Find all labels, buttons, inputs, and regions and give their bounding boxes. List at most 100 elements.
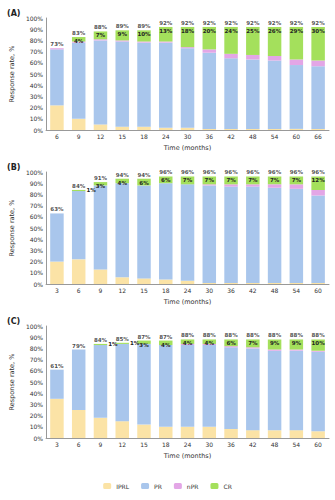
svg-text:94%: 94% [116, 172, 130, 178]
svg-text:70%: 70% [30, 48, 44, 55]
svg-text:7%: 7% [226, 177, 236, 183]
svg-text:70%: 70% [30, 202, 44, 209]
svg-text:9: 9 [99, 287, 103, 294]
svg-text:87%: 87% [159, 334, 173, 340]
svg-text:36: 36 [205, 133, 213, 140]
svg-text:60: 60 [314, 287, 322, 294]
svg-text:18: 18 [140, 133, 148, 140]
svg-text:10%: 10% [30, 269, 44, 276]
svg-text:3: 3 [55, 441, 59, 448]
svg-text:10%: 10% [30, 115, 44, 122]
svg-text:30%: 30% [30, 401, 44, 408]
svg-text:70%: 70% [30, 356, 44, 363]
svg-text:15: 15 [140, 287, 148, 294]
svg-text:92%: 92% [290, 20, 304, 26]
svg-text:90%: 90% [30, 334, 44, 341]
svg-text:12: 12 [118, 441, 126, 448]
svg-text:9: 9 [77, 133, 81, 140]
svg-text:9%: 9% [270, 340, 280, 346]
svg-text:100%: 100% [26, 323, 43, 330]
svg-text:36: 36 [227, 441, 235, 448]
svg-text:63%: 63% [50, 206, 64, 212]
svg-text:36: 36 [227, 287, 235, 294]
svg-text:1%: 1% [86, 187, 96, 193]
svg-text:26%: 26% [268, 28, 282, 34]
svg-text:7%: 7% [248, 177, 258, 183]
svg-text:48: 48 [249, 133, 257, 140]
svg-text:92%: 92% [312, 20, 326, 26]
svg-text:Time (months): Time (months) [163, 144, 212, 152]
svg-text:60%: 60% [30, 213, 44, 220]
svg-text:42: 42 [249, 441, 257, 448]
svg-text:54: 54 [293, 441, 301, 448]
svg-text:100%: 100% [26, 15, 43, 22]
svg-text:88%: 88% [312, 332, 326, 338]
svg-text:10%: 10% [312, 340, 326, 346]
svg-text:1%: 1% [108, 341, 118, 347]
svg-text:4%: 4% [183, 340, 193, 346]
svg-text:87%: 87% [137, 334, 151, 340]
svg-text:7%: 7% [205, 177, 215, 183]
svg-text:60: 60 [293, 133, 301, 140]
svg-text:96%: 96% [203, 169, 217, 175]
svg-text:96%: 96% [181, 169, 195, 175]
svg-text:(B): (B) [7, 163, 20, 172]
svg-text:nPR: nPR [187, 483, 199, 490]
svg-text:30: 30 [205, 287, 213, 294]
svg-text:7%: 7% [96, 32, 106, 38]
svg-text:88%: 88% [290, 332, 304, 338]
svg-text:80%: 80% [30, 37, 44, 44]
svg-text:10%: 10% [137, 31, 151, 37]
svg-text:6: 6 [55, 133, 59, 140]
svg-text:3%: 3% [96, 183, 106, 189]
svg-text:66: 66 [314, 133, 322, 140]
svg-text:40%: 40% [30, 236, 44, 243]
svg-text:6: 6 [77, 441, 81, 448]
svg-text:CR: CR [223, 483, 231, 490]
svg-text:4%: 4% [74, 38, 84, 44]
svg-text:90%: 90% [30, 180, 44, 187]
svg-text:50%: 50% [30, 71, 44, 78]
svg-text:29%: 29% [290, 28, 304, 34]
svg-text:20%: 20% [203, 28, 217, 34]
svg-text:20%: 20% [30, 412, 44, 419]
svg-text:88%: 88% [203, 332, 217, 338]
svg-text:89%: 89% [137, 23, 151, 29]
svg-text:42: 42 [249, 287, 257, 294]
svg-text:91%: 91% [94, 175, 108, 181]
svg-text:4%: 4% [118, 180, 128, 186]
svg-text:24%: 24% [224, 28, 238, 34]
svg-text:54: 54 [271, 133, 279, 140]
svg-text:15: 15 [118, 133, 126, 140]
svg-text:84%: 84% [94, 337, 108, 343]
svg-text:24: 24 [184, 287, 192, 294]
svg-text:6%: 6% [161, 177, 171, 183]
svg-text:100%: 100% [26, 169, 43, 176]
svg-text:60%: 60% [30, 59, 44, 66]
svg-text:6%: 6% [139, 180, 149, 186]
svg-text:90%: 90% [30, 26, 44, 33]
svg-text:88%: 88% [224, 332, 238, 338]
svg-text:7%: 7% [183, 177, 193, 183]
svg-text:3%: 3% [139, 342, 149, 348]
svg-text:50%: 50% [30, 379, 44, 386]
svg-text:24: 24 [162, 133, 170, 140]
svg-text:92%: 92% [268, 20, 282, 26]
svg-text:60: 60 [314, 441, 322, 448]
svg-text:80%: 80% [30, 345, 44, 352]
svg-text:24: 24 [184, 441, 192, 448]
svg-text:88%: 88% [268, 332, 282, 338]
svg-text:0%: 0% [34, 127, 44, 134]
svg-text:40%: 40% [30, 82, 44, 89]
svg-text:79%: 79% [72, 343, 86, 349]
svg-text:88%: 88% [181, 332, 195, 338]
svg-text:30%: 30% [30, 93, 44, 100]
svg-text:(C): (C) [7, 317, 20, 326]
svg-text:IPRL: IPRL [116, 483, 130, 490]
svg-text:4%: 4% [161, 342, 171, 348]
svg-text:92%: 92% [224, 20, 238, 26]
svg-text:83%: 83% [72, 30, 86, 36]
svg-text:3: 3 [55, 287, 59, 294]
svg-text:18: 18 [162, 441, 170, 448]
svg-text:96%: 96% [224, 169, 238, 175]
